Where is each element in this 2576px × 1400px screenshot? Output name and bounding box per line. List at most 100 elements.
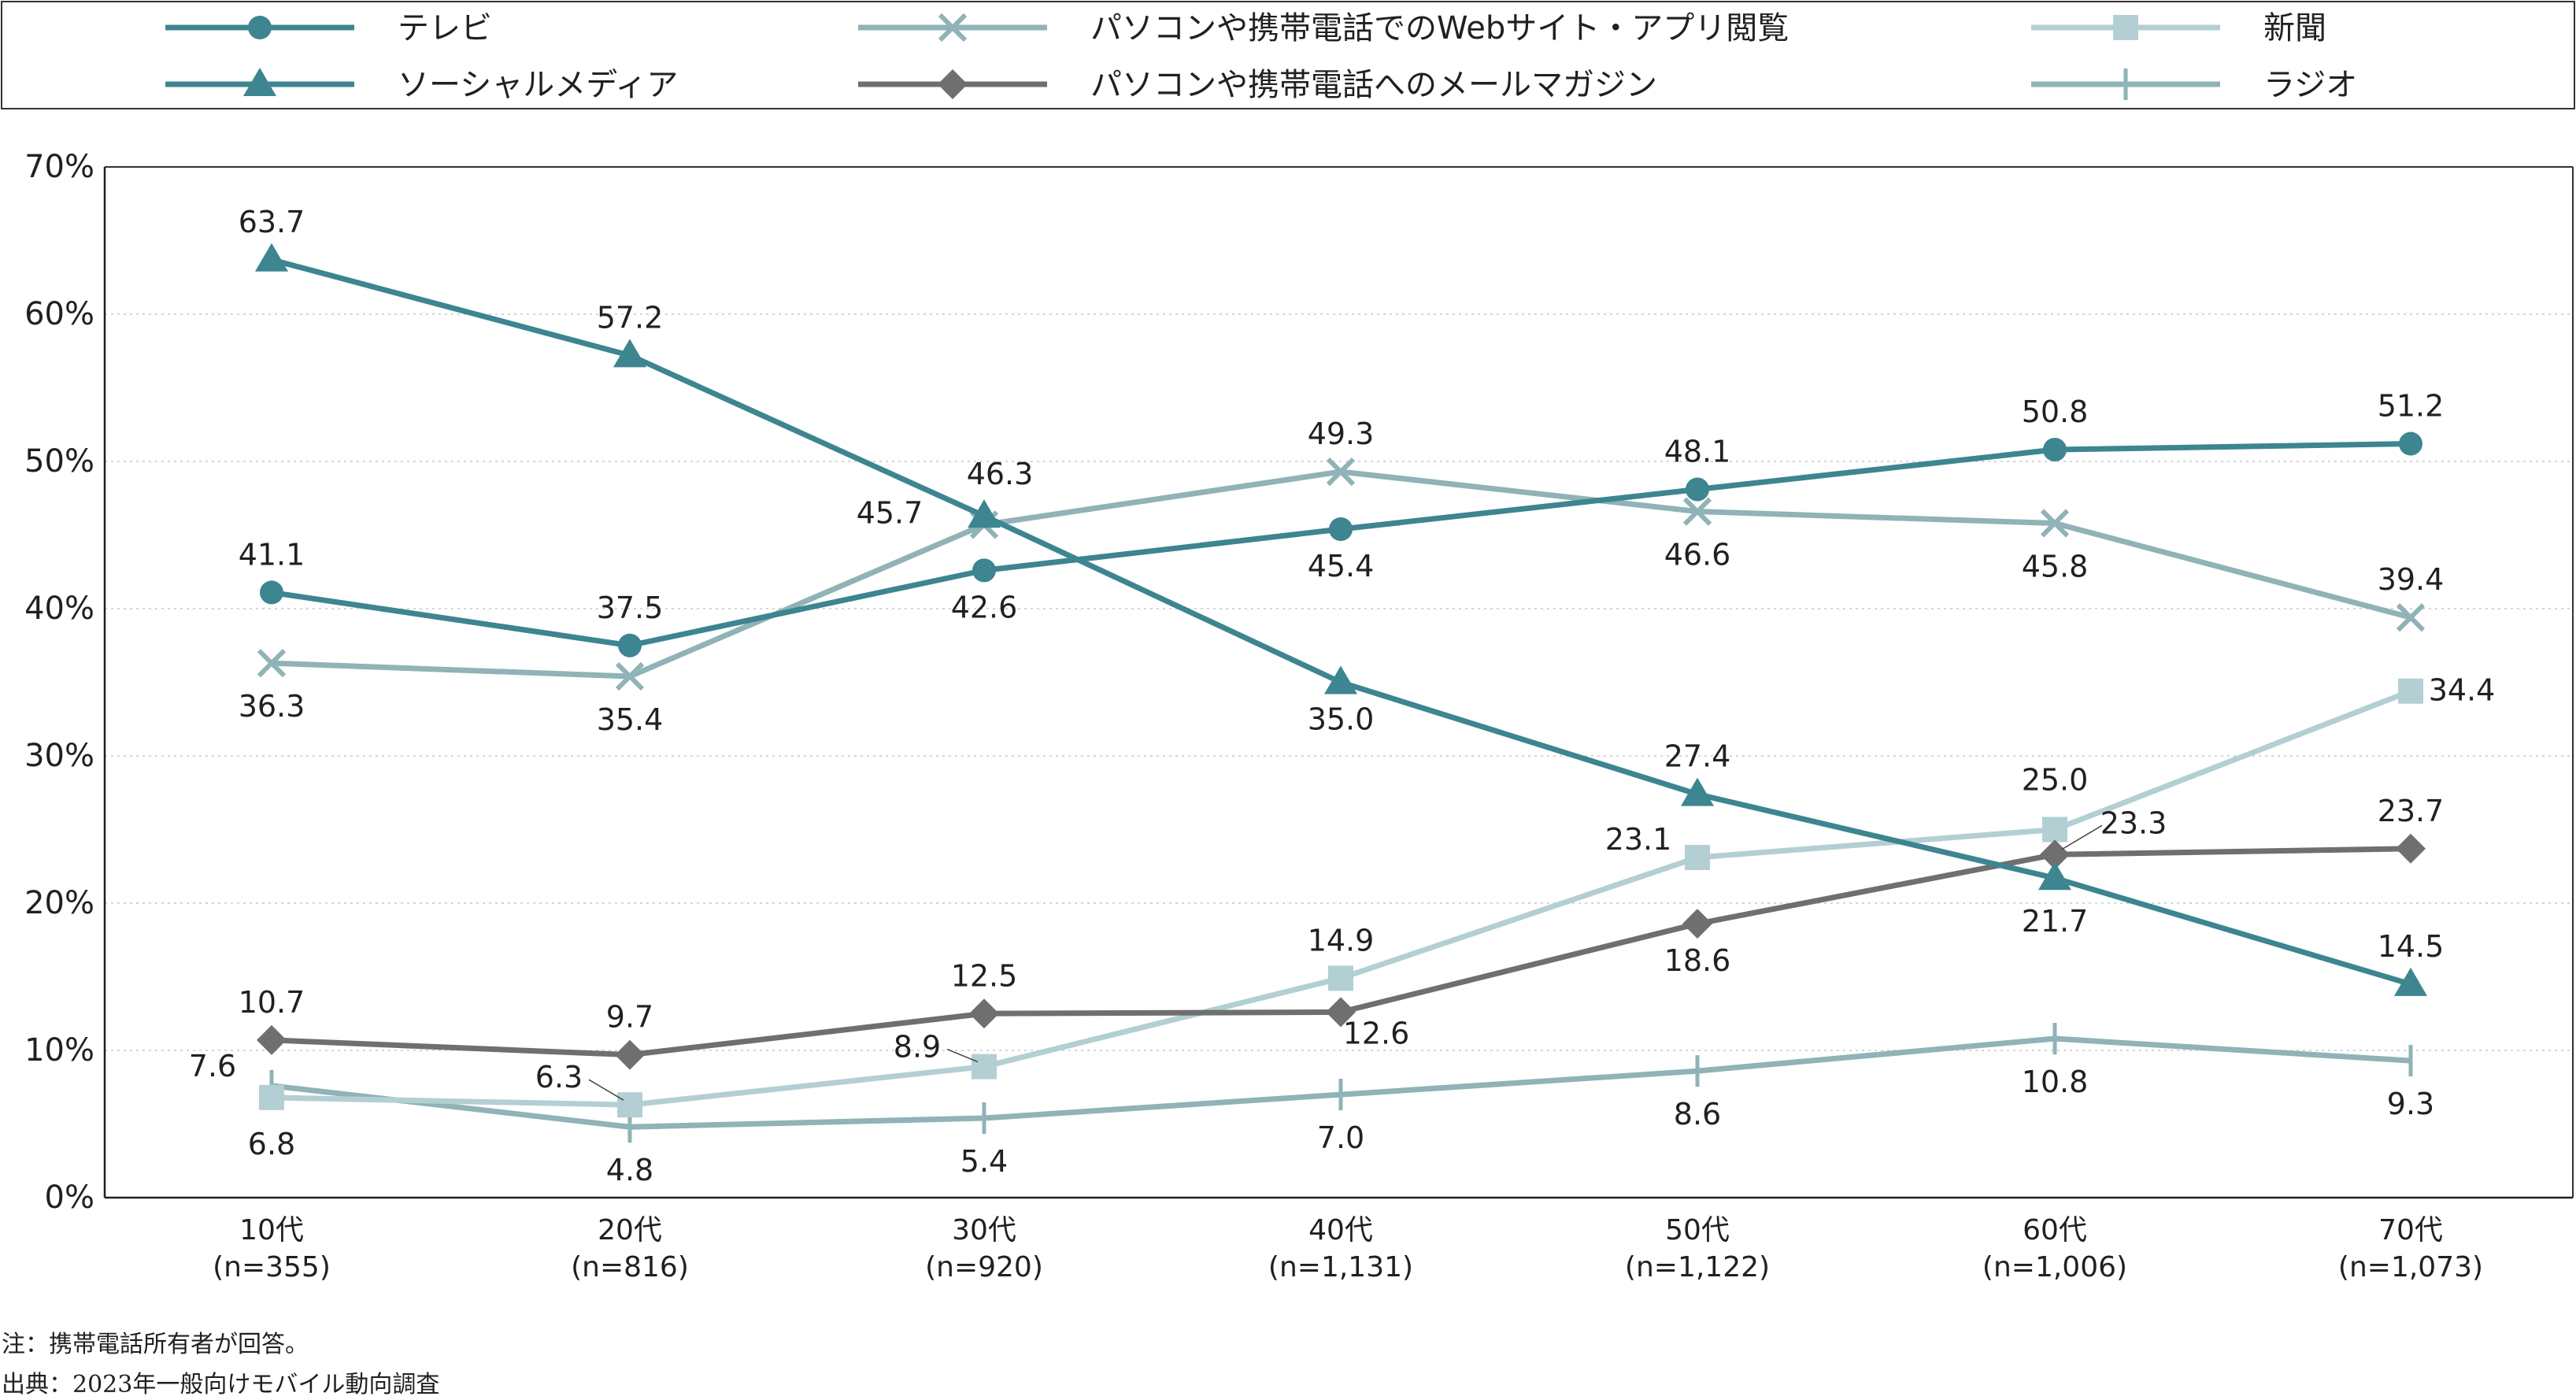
data-label: 46.6 [1664,538,1731,572]
legend-box [1,1,2575,109]
x-tick-label: 10代 [239,1214,304,1246]
data-label: 46.3 [967,457,1034,491]
y-tick-label: 60% [24,296,94,332]
series-4 [257,833,2426,1070]
x-tick-label: 70代 [2378,1214,2443,1246]
x-tick-sample-size: (n=1,006) [1982,1251,2127,1283]
x-tick-sample-size: (n=355) [213,1251,331,1283]
data-point [1685,845,1710,871]
legend-label: テレビ [398,10,492,46]
series-3 [255,243,2427,996]
data-label: 8.9 [894,1030,941,1065]
data-point [2394,967,2427,996]
x-tick-label: 40代 [1308,1214,1373,1246]
data-label: 7.6 [189,1049,236,1083]
data-point [2399,431,2422,456]
label-leader-line [588,1079,624,1101]
data-label: 8.6 [1674,1097,1721,1131]
data-label: 49.3 [1308,417,1375,451]
data-label: 21.7 [2022,904,2089,939]
chart-note: 注：携帯電話所有者が回答。 [2,1331,309,1358]
data-label: 45.8 [2022,550,2089,584]
data-label: 23.3 [2100,806,2167,840]
data-point [2038,861,2071,891]
legend-label: ラジオ [2263,67,2357,103]
data-point [1681,777,1714,806]
data-label: 51.2 [2378,389,2445,424]
data-point [259,1084,284,1110]
label-leader-line [2060,824,2103,850]
x-tick-sample-size: (n=920) [925,1251,1043,1283]
data-label: 6.8 [248,1127,295,1161]
data-label: 39.4 [2378,562,2445,597]
data-label: 6.3 [535,1060,583,1094]
y-tick-label: 10% [24,1032,94,1069]
data-label: 14.9 [1308,923,1375,957]
data-label: 18.6 [1664,943,1731,978]
data-point [2113,15,2138,40]
data-label: 36.3 [239,689,305,724]
data-point [1686,477,1709,502]
data-point [615,661,645,691]
data-point [2398,678,2423,704]
data-label: 50.8 [2022,394,2089,429]
data-point [2396,603,2426,632]
series-line [271,257,2411,987]
legend-item: パソコンや携帯電話へのメールマガジン [858,67,1657,103]
data-label: 45.4 [1308,549,1375,583]
x-tick-label: 60代 [2023,1214,2087,1246]
data-point [1682,909,1712,939]
series-0 [260,431,2422,657]
data-label: 23.7 [2378,794,2445,828]
data-label: 57.2 [597,300,664,335]
data-point [938,69,968,99]
data-label: 37.5 [597,591,664,625]
y-tick-label: 0% [45,1180,94,1216]
data-label: 35.0 [1308,702,1375,737]
data-point [972,1054,997,1080]
data-point [1329,517,1353,542]
y-tick-label: 40% [24,591,94,627]
data-label: 12.5 [951,958,1018,993]
data-label: 63.7 [239,205,305,239]
data-point [257,1024,287,1055]
legend-label: ソーシャルメディア [398,67,678,103]
data-label: 34.4 [2429,673,2496,708]
legend-item: ソーシャルメディア [165,67,678,103]
legend-label: パソコンや携帯電話へのメールマガジン [1090,67,1657,103]
y-tick-label: 20% [24,885,94,921]
data-label: 10.8 [2022,1065,2089,1099]
x-tick-label: 30代 [952,1214,1016,1246]
data-point [617,1092,642,1118]
data-label: 45.7 [857,495,923,530]
data-label: 5.4 [960,1144,1008,1179]
y-tick-label: 30% [24,738,94,774]
data-point [2040,509,2070,538]
data-point [2040,839,2070,870]
data-point [1326,997,1356,1028]
x-tick-label: 20代 [598,1214,662,1246]
data-label: 42.6 [951,590,1018,624]
data-point [2043,438,2067,462]
data-point [1682,497,1712,526]
legend-item: テレビ [165,10,492,46]
series-2 [259,678,2423,1118]
label-leader-line [946,1048,979,1063]
data-label: 23.1 [1605,822,1672,857]
data-point [618,633,642,657]
legend-item: ラジオ [2031,67,2357,103]
data-label: 35.4 [597,702,664,737]
x-tick-sample-size: (n=1,122) [1625,1251,1770,1283]
x-tick-sample-size: (n=1,131) [1268,1251,1413,1283]
data-label: 27.4 [1664,739,1731,774]
legend-item: パソコンや携帯電話でのWebサイト・アプリ閲覧 [858,10,1789,46]
chart-source: 出典：2023年一般向けモバイル動向調査 [2,1371,440,1398]
data-point [972,558,996,583]
data-label: 9.7 [606,1000,653,1035]
data-label: 14.5 [2378,929,2445,964]
data-point [938,13,968,43]
data-point [2042,817,2067,843]
data-label: 12.6 [1343,1016,1410,1050]
data-label: 25.0 [2022,763,2089,798]
